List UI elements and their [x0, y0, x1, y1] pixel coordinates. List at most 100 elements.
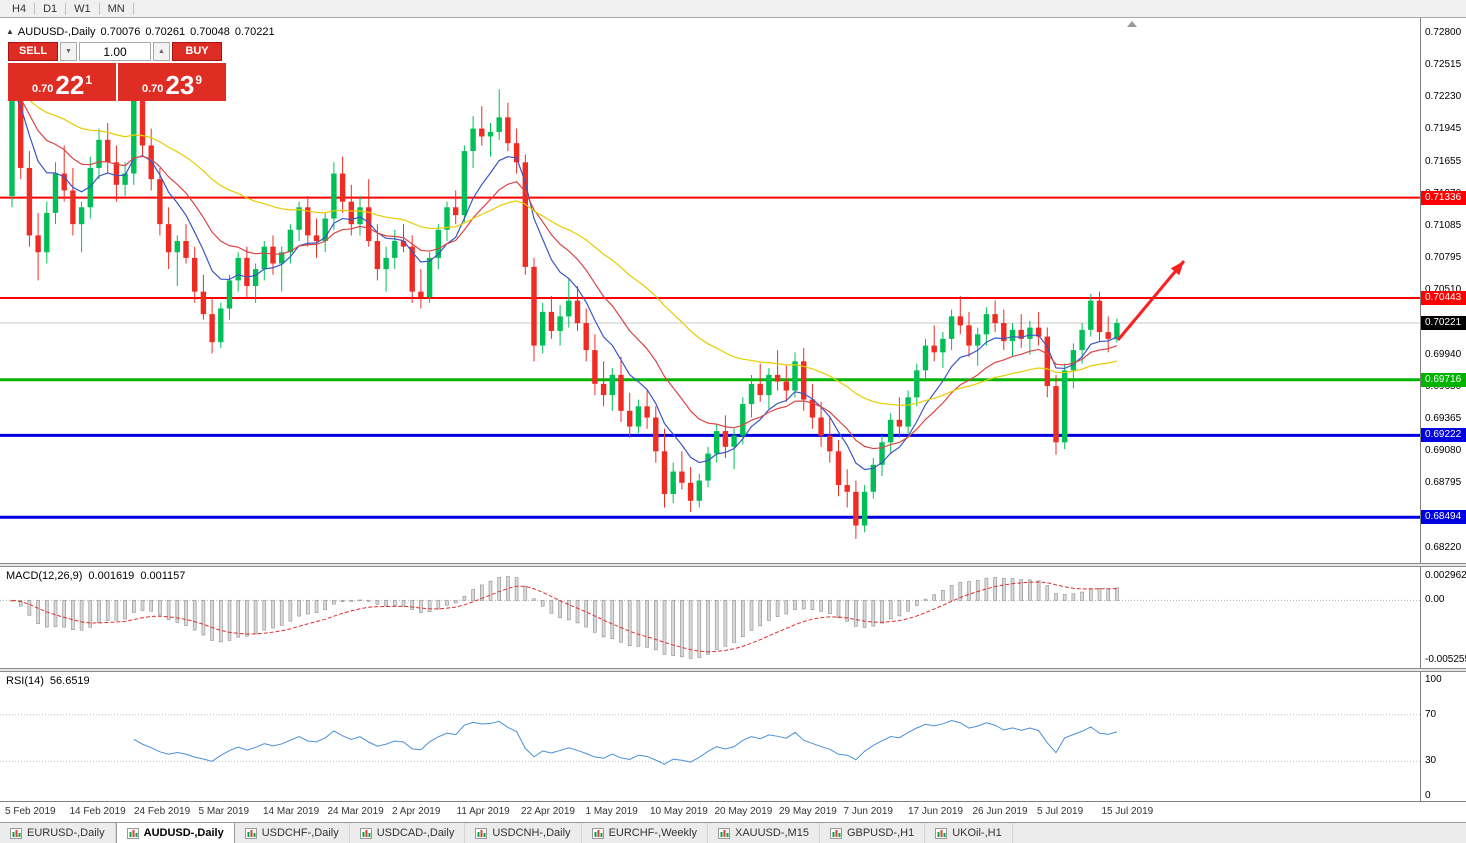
- chart-info-line: ▲ AUDUSD-,Daily 0.70076 0.70261 0.70048 0.702…: [6, 26, 275, 38]
- y-axis-tick: 0.69365: [1425, 413, 1462, 425]
- x-axis-date: 5 Jul 2019: [1037, 806, 1084, 817]
- x-axis-date: 24 Mar 2019: [327, 806, 384, 817]
- y-axis-tick: 0.71085: [1425, 219, 1462, 231]
- sell-price-pip-digit: 1: [85, 73, 93, 87]
- macd-signal-line: [11, 581, 1117, 653]
- timeframe-toolbar: H4 D1 W1 MN: [0, 0, 1466, 18]
- macd-axis[interactable]: 0.002962 0.00 -0.005255: [1420, 567, 1466, 668]
- period-button-w1[interactable]: W1: [74, 2, 91, 15]
- chart-tab-audusd-daily[interactable]: AUDUSD-,Daily: [115, 823, 235, 843]
- chart-tab-eurusd-daily[interactable]: EURUSD-,Daily: [0, 823, 116, 843]
- price-chart-panel[interactable]: ▲ AUDUSD-,Daily 0.70076 0.70261 0.70048 0.702…: [0, 18, 1420, 563]
- rsi-panel[interactable]: RSI(14) 56.6519: [0, 672, 1420, 801]
- sell-price-button[interactable]: 0.70 22 1: [8, 63, 116, 101]
- x-axis-date: 24 Feb 2019: [134, 806, 191, 817]
- chart-icon: [475, 827, 488, 839]
- volume-up-button[interactable]: ▲: [153, 42, 170, 61]
- toolbar-separator: [34, 2, 36, 15]
- moving-average-line: [11, 88, 1118, 407]
- macd-panel[interactable]: MACD(12,26,9) 0.001619 0.001157: [0, 567, 1420, 668]
- chart-icon: [10, 827, 22, 839]
- rsi-value: 56.6519: [49, 675, 90, 687]
- y-axis-tick: 0.72230: [1425, 91, 1462, 103]
- x-axis-date: 14 Feb 2019: [69, 806, 126, 817]
- y-axis-tick: 0.72800: [1425, 27, 1462, 38]
- buy-price-prefix: 0.70: [141, 83, 164, 95]
- chart-icon: [126, 827, 139, 839]
- chart-tab-usdcad-daily[interactable]: USDCAD-,Daily: [350, 823, 466, 843]
- rsi-line: [133, 719, 1118, 765]
- chart-tab-ukoil-h1[interactable]: UKOil-,H1: [925, 823, 1013, 843]
- price-level-badge: 0.69222: [1421, 428, 1466, 443]
- x-axis-date: 1 May 2019: [585, 806, 638, 817]
- y-axis-tick: 0.71655: [1425, 155, 1462, 167]
- rsi-axis-tick: 30: [1425, 755, 1437, 767]
- macd-main-value: 0.001619: [88, 570, 135, 582]
- sell-button[interactable]: SELL: [8, 42, 58, 61]
- chart-icon: [829, 827, 842, 839]
- price-axis[interactable]: 0.72800 0.72515 0.72230 0.71945 0.71655 0.713…: [1420, 18, 1466, 563]
- macd-label: MACD(12,26,9) 0.001619 0.001157: [6, 570, 186, 582]
- macd-signal-value: 0.001157: [140, 570, 186, 582]
- rsi-axis[interactable]: 100 70 30 0: [1420, 672, 1466, 801]
- y-axis-tick: 0.71945: [1425, 123, 1462, 135]
- one-click-trading-panel: SELL ▼ ▲ BUY 0.70 22 1 0.70 23 9: [8, 42, 228, 101]
- chart-tab-xauusd-m15[interactable]: XAUUSD-,M15: [708, 823, 820, 843]
- chart-tab-usdcnh-daily[interactable]: USDCNH-,Daily: [465, 823, 582, 843]
- rsi-surface[interactable]: [0, 672, 1420, 801]
- volume-input[interactable]: [79, 42, 151, 61]
- panel-splitter[interactable]: [0, 668, 1466, 672]
- trend-arrow: [1116, 260, 1186, 341]
- rsi-axis-tick: 0: [1425, 790, 1431, 801]
- chart-symbol-label: AUDUSD-,Daily: [17, 26, 96, 38]
- chart-icon: [717, 827, 730, 839]
- chart-tab-label: UKOil-,H1: [952, 827, 1002, 839]
- period-button-h4[interactable]: H4: [12, 2, 27, 15]
- current-price-badge: 0.70221: [1421, 315, 1466, 330]
- chart-icon: [935, 827, 948, 839]
- toolbar-separator: [65, 2, 67, 15]
- buy-price-button[interactable]: 0.70 23 9: [118, 63, 226, 101]
- x-axis-date: 26 Jun 2019: [972, 806, 1028, 817]
- macd-axis-zero: 0.00: [1425, 594, 1445, 606]
- panel-splitter[interactable]: [0, 563, 1466, 567]
- chart-icon: [591, 827, 604, 839]
- x-axis-date: 11 Apr 2019: [456, 806, 510, 817]
- candlestick-series: [9, 77, 1120, 540]
- period-button-mn[interactable]: MN: [107, 2, 125, 15]
- x-axis-date: 29 May 2019: [779, 806, 837, 817]
- chart-tab-label: AUDUSD-,Daily: [143, 827, 224, 839]
- chart-icon: [244, 827, 257, 839]
- chart-icon: [359, 827, 372, 839]
- macd-axis-max: 0.002962: [1425, 570, 1466, 581]
- chart-tab-eurchf-weekly[interactable]: EURCHF-,Weekly: [582, 823, 708, 843]
- chart-tab-gbpusd-h1[interactable]: GBPUSD-,H1: [820, 823, 926, 843]
- rsi-axis-tick: 100: [1425, 674, 1442, 685]
- volume-dropdown-button[interactable]: ▼: [60, 42, 77, 61]
- chart-tab-label: XAUUSD-,M15: [734, 827, 809, 839]
- chart-tab-usdchf-daily[interactable]: USDCHF-,Daily: [235, 823, 350, 843]
- time-axis[interactable]: 5 Feb 2019 14 Feb 2019 24 Feb 2019 5 Mar 20…: [0, 801, 1466, 822]
- buy-price-big-digits: 23: [165, 70, 195, 100]
- buy-button[interactable]: BUY: [172, 42, 222, 61]
- y-axis-tick: 0.70510: [1425, 284, 1462, 296]
- chart-tab-label: GBPUSD-,H1: [846, 827, 915, 839]
- x-axis-date: 15 Jul 2019: [1101, 806, 1154, 817]
- chart-collapse-caret-icon[interactable]: [1127, 21, 1137, 27]
- moving-average-line: [11, 88, 1118, 471]
- macd-surface[interactable]: [0, 567, 1420, 668]
- ohlc-low: 0.70048: [190, 26, 230, 38]
- chart-tab-label: USDCAD-,Daily: [376, 827, 455, 839]
- price-chart-surface[interactable]: [0, 18, 1420, 563]
- x-axis-date: 7 Jun 2019: [843, 806, 894, 817]
- x-axis-date: 14 Mar 2019: [263, 806, 320, 817]
- period-button-d1[interactable]: D1: [43, 2, 58, 15]
- x-axis-date: 10 May 2019: [650, 806, 708, 817]
- sell-price-big-digits: 22: [55, 70, 85, 100]
- x-axis-date: 22 Apr 2019: [521, 806, 575, 817]
- toolbar-separator: [132, 2, 134, 15]
- y-axis-tick: 0.69080: [1425, 445, 1462, 457]
- chart-tab-label: USDCNH-,Daily: [492, 827, 571, 839]
- x-axis-date: 5 Feb 2019: [5, 806, 56, 817]
- one-click-toggle-icon[interactable]: ▲: [6, 27, 14, 36]
